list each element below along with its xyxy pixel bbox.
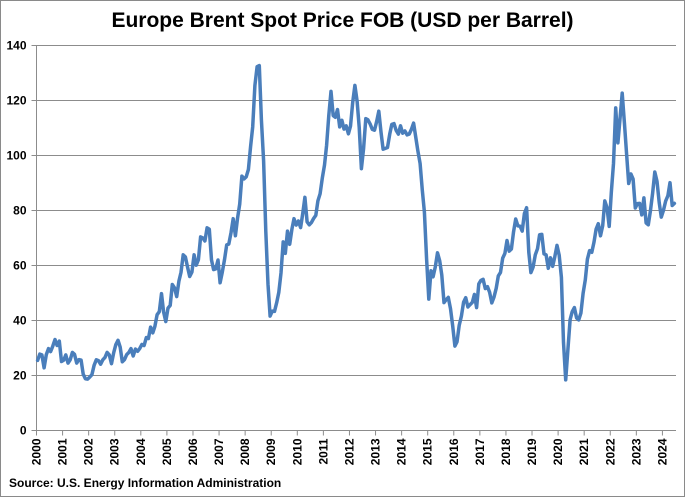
x-tick-label: 2009: [264, 438, 278, 465]
x-tick-label: 2005: [160, 438, 174, 465]
x-tick-label: 2001: [56, 438, 70, 465]
x-tick-label: 2018: [499, 438, 513, 465]
y-tick-label: 40: [13, 314, 27, 328]
series-line-brent-price: [35, 63, 677, 382]
x-tick-label: 2021: [577, 438, 591, 465]
x-tick-label: 2023: [629, 438, 643, 465]
x-tick-label: 2010: [290, 438, 304, 465]
x-tick-label: 2024: [655, 438, 669, 465]
y-tick-label: 100: [6, 149, 26, 163]
x-tick-label: 2014: [395, 438, 409, 465]
x-tick-label: 2000: [30, 438, 44, 465]
x-tick-label: 2007: [212, 438, 226, 465]
x-tick-label: 2019: [525, 438, 539, 465]
x-tick-label: 2022: [603, 438, 617, 465]
y-tick-label: 0: [20, 424, 27, 438]
x-tick-label: 2012: [342, 438, 356, 465]
x-tick-label: 2015: [421, 438, 435, 465]
y-tick-label: 120: [6, 94, 26, 108]
source-note: Source: U.S. Energy Information Administ…: [9, 476, 282, 490]
y-tick-label: 140: [6, 39, 26, 53]
x-tick-label: 2013: [369, 438, 383, 465]
x-tick-label: 2002: [82, 438, 96, 465]
y-tick-label: 60: [13, 259, 27, 273]
x-tick-label: 2006: [186, 438, 200, 465]
x-tick-label: 2004: [134, 438, 148, 465]
x-tick-label: 2016: [447, 438, 461, 465]
x-tick-label: 2011: [316, 438, 330, 464]
y-tick-label: 80: [13, 204, 27, 218]
chart-title: Europe Brent Spot Price FOB (USD per Bar…: [111, 9, 574, 32]
x-tick-label: 2008: [238, 438, 252, 465]
x-tick-label: 2017: [473, 438, 487, 465]
y-tick-label: 20: [13, 369, 27, 383]
x-tick-label: 2003: [108, 438, 122, 465]
x-tick-label: 2020: [551, 438, 565, 465]
